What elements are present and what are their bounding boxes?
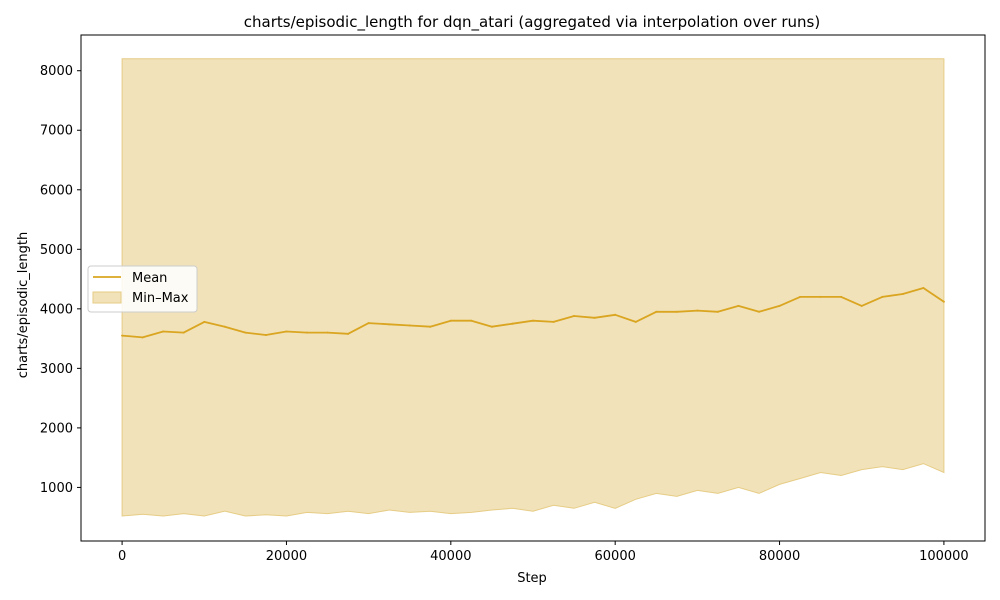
mean-point — [881, 295, 884, 298]
mean-point — [306, 331, 308, 334]
mean-point — [162, 330, 165, 333]
mean-point — [675, 310, 678, 313]
mean-point — [614, 313, 617, 316]
y-tick-label: 4000 — [40, 302, 73, 317]
y-tick-label: 2000 — [40, 421, 73, 436]
y-tick-label: 3000 — [40, 362, 73, 377]
mean-point — [388, 323, 391, 326]
y-tick-label: 1000 — [40, 481, 73, 496]
mean-point — [367, 322, 370, 325]
plot-area — [121, 58, 945, 517]
mean-point — [778, 304, 781, 307]
mean-point — [655, 310, 658, 313]
x-tick-label: 20000 — [266, 549, 307, 564]
min-max-band — [121, 58, 945, 517]
x-tick-label: 100000 — [919, 549, 969, 564]
legend-label-mean: Mean — [132, 271, 167, 286]
mean-point — [737, 304, 740, 307]
x-tick-label: 0 — [118, 549, 126, 564]
mean-point — [449, 319, 452, 322]
mean-point — [552, 320, 555, 323]
mean-point — [840, 295, 843, 298]
mean-point — [593, 316, 596, 319]
x-axis-label: Step — [517, 571, 547, 586]
mean-point — [573, 314, 576, 317]
x-tick-label: 60000 — [595, 549, 636, 564]
mean-point — [141, 336, 144, 339]
mean-point — [532, 319, 534, 322]
mean-point — [758, 310, 760, 313]
chart-title: charts/episodic_length for dqn_atari (ag… — [244, 13, 820, 32]
axes: 0 20000 40000 60000 80000 100000 1000 2000 3000 4… — [40, 34, 986, 564]
axes-frame — [80, 34, 986, 542]
legend-swatch-band — [92, 291, 122, 304]
mean-point — [182, 331, 185, 334]
mean-point — [429, 325, 432, 328]
mean-point — [223, 325, 226, 328]
legend: Mean Min–Max — [87, 265, 198, 313]
y-axis-label: charts/episodic_length — [16, 232, 31, 379]
mean-point — [634, 320, 637, 323]
mean-point — [901, 292, 904, 295]
y-tick-label: 5000 — [40, 243, 73, 258]
mean-point — [244, 331, 247, 334]
mean-point — [716, 310, 719, 313]
mean-point — [922, 287, 925, 289]
mean-point — [203, 320, 206, 323]
mean-point — [470, 319, 473, 322]
mean-point — [942, 300, 945, 303]
mean-point — [408, 324, 411, 327]
mean-point — [347, 332, 350, 335]
mean-point — [819, 295, 822, 298]
x-tick-label: 40000 — [430, 549, 471, 564]
x-tick-label: 80000 — [759, 549, 800, 564]
mean-point — [490, 325, 493, 328]
legend-label-band: Min–Max — [132, 291, 189, 306]
y-tick-label: 8000 — [40, 64, 73, 79]
mean-point — [264, 334, 267, 337]
y-tick-label: 7000 — [40, 124, 73, 139]
y-tick-label: 6000 — [40, 183, 73, 198]
mean-point — [799, 295, 802, 298]
mean-point — [511, 322, 514, 325]
mean-point — [696, 309, 699, 312]
mean-point — [285, 330, 288, 333]
mean-point — [326, 331, 329, 334]
mean-point — [121, 334, 124, 337]
mean-point — [860, 304, 863, 307]
